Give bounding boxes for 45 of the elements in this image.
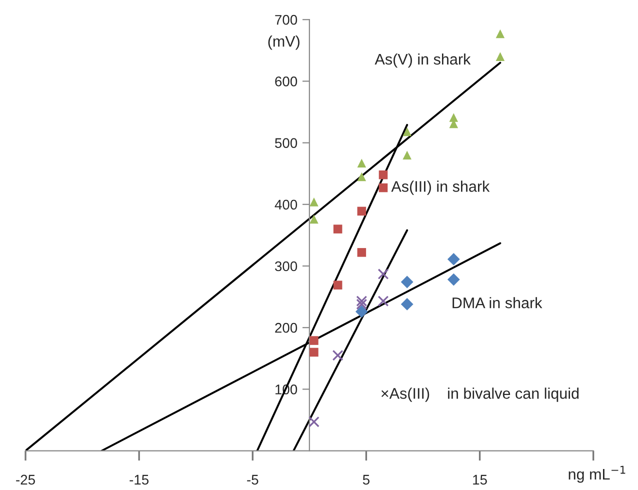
point: [449, 113, 458, 122]
point: [400, 276, 414, 288]
point: [378, 268, 389, 280]
y-tick-label: 300: [274, 261, 298, 272]
x-tick-label: -25: [16, 474, 35, 485]
point: [378, 170, 388, 180]
point: [402, 127, 412, 136]
point: [496, 52, 505, 61]
y-axis-title: (mV): [268, 36, 300, 50]
point: [333, 280, 342, 290]
annotation: As(V) in shark: [374, 53, 471, 68]
point: [332, 350, 344, 361]
point: [308, 416, 320, 428]
y-tick-label: 500: [275, 138, 298, 148]
y-tick-label: 600: [275, 76, 298, 86]
point: [378, 183, 388, 192]
point: [357, 172, 366, 182]
point: [378, 296, 389, 307]
point: [356, 296, 368, 307]
point: [447, 253, 460, 266]
point: [357, 206, 366, 216]
point: [310, 198, 318, 206]
point: [402, 150, 412, 160]
point: [310, 336, 318, 345]
annotation: DMA in shark: [452, 297, 542, 308]
x-tick-label: -15: [130, 474, 149, 485]
y-tick-label: 200: [275, 322, 298, 333]
point: [357, 248, 366, 257]
point: [310, 348, 318, 357]
x-tick-label: 5: [362, 474, 370, 485]
point: [357, 158, 366, 168]
x-tick-label: -5: [247, 474, 258, 485]
point: [355, 305, 368, 318]
point: [356, 298, 368, 310]
point: [310, 214, 318, 224]
x-tick-label: 15: [473, 474, 487, 485]
point: [400, 298, 414, 310]
y-tick-label: 700: [275, 14, 298, 25]
point: [447, 273, 460, 286]
y-tick-label: 400: [274, 200, 298, 210]
annotation: As(III) in shark: [391, 180, 490, 195]
annotation: ×As(III) in bivalve can liquid: [381, 388, 579, 402]
point: [496, 29, 505, 38]
point: [333, 224, 342, 234]
x-axis-title: ng mL$^{−1}$: [568, 466, 626, 483]
